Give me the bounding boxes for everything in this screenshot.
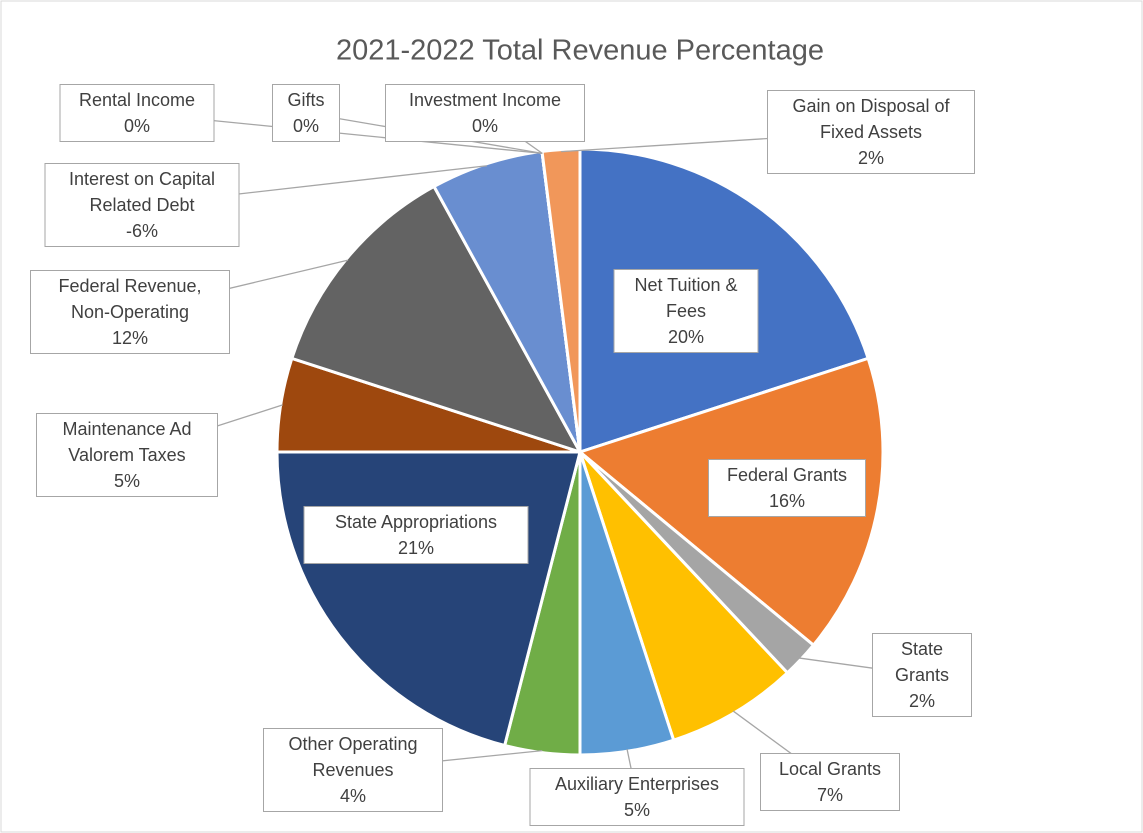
label-value: 2%	[908, 691, 935, 711]
label-value: 0%	[471, 116, 498, 136]
label-category: Auxiliary Enterprises	[554, 774, 720, 794]
data-label: Gifts 0%	[272, 84, 340, 142]
label-category: Investment Income	[408, 90, 562, 110]
label-value: -6%	[125, 221, 158, 241]
label-value: 21%	[397, 538, 435, 558]
label-value: 7%	[816, 785, 843, 805]
data-label: Federal Revenue, Non-Operating 12%	[30, 270, 230, 354]
label-value: 2%	[857, 148, 884, 168]
label-value: 12%	[111, 328, 149, 348]
label-value: 0%	[292, 116, 319, 136]
slices	[275, 147, 885, 757]
label-category: Local Grants	[778, 759, 882, 779]
label-category: Interest on Capital Related Debt	[68, 169, 216, 215]
label-category: Net Tuition & Fees	[634, 275, 738, 321]
data-label: Gain on Disposal of Fixed Assets 2%	[767, 90, 975, 174]
data-label: State Grants 2%	[872, 633, 972, 717]
label-category: Gain on Disposal of Fixed Assets	[792, 96, 950, 142]
label-category: State Grants	[894, 639, 950, 685]
label-category: Rental Income	[78, 90, 196, 110]
data-label: Federal Grants 16%	[708, 459, 866, 517]
data-label: Maintenance Ad Valorem Taxes 5%	[36, 413, 218, 497]
label-category: State Appropriations	[334, 512, 498, 532]
data-label: Investment Income 0%	[385, 84, 585, 142]
data-label: Interest on Capital Related Debt -6%	[44, 163, 240, 247]
label-category: Other Operating Revenues	[288, 734, 418, 780]
label-category: Gifts	[287, 90, 325, 110]
data-label: Net Tuition & Fees 20%	[613, 269, 759, 353]
data-label: Other Operating Revenues 4%	[263, 728, 443, 812]
chart-title: 2021-2022 Total Revenue Percentage	[336, 35, 824, 67]
data-label: Local Grants 7%	[760, 753, 900, 811]
pie-slice	[540, 147, 582, 453]
label-category: Maintenance Ad Valorem Taxes	[62, 419, 192, 465]
label-value: 5%	[623, 800, 650, 820]
label-value: 4%	[339, 786, 366, 806]
pie-slice	[289, 184, 584, 455]
label-value: 20%	[667, 327, 705, 347]
label-value: 5%	[113, 471, 140, 491]
label-category: Federal Revenue, Non-Operating	[58, 276, 202, 322]
label-value: 16%	[768, 491, 806, 511]
data-label: State Appropriations 21%	[303, 506, 529, 564]
label-category: Federal Grants	[726, 465, 848, 485]
pie-slice	[578, 450, 790, 743]
data-label: Rental Income 0%	[59, 84, 215, 142]
data-label: Auxiliary Enterprises 5%	[529, 768, 745, 826]
label-value: 0%	[123, 116, 150, 136]
